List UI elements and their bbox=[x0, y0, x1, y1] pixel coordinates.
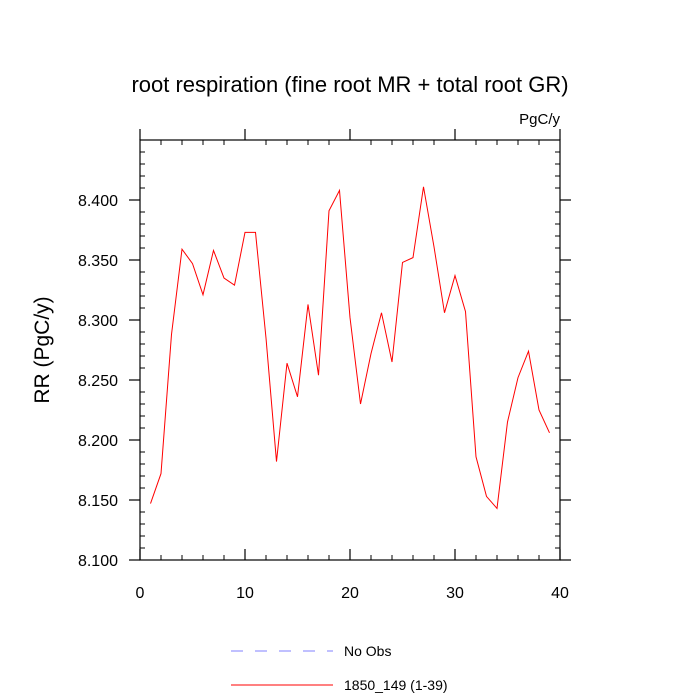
legend: No Obs 1850_149 (1-39) bbox=[231, 643, 448, 693]
y-tick-label: 8.150 bbox=[78, 493, 118, 510]
y-tick-label: 8.400 bbox=[78, 193, 118, 210]
x-tick-label: 30 bbox=[446, 585, 464, 602]
x-tick-label: 40 bbox=[551, 585, 569, 602]
series-line bbox=[150, 186, 550, 510]
x-tick-label: 20 bbox=[341, 585, 359, 602]
y-tick-label: 8.300 bbox=[78, 313, 118, 330]
x-tick-label: 10 bbox=[236, 585, 254, 602]
minor-ticks bbox=[140, 139, 560, 560]
legend-label: No Obs bbox=[344, 643, 391, 659]
plot-frame bbox=[139, 139, 561, 561]
y-tick-label: 8.100 bbox=[78, 553, 118, 570]
y-tick-label: 8.250 bbox=[78, 373, 118, 390]
x-axis-ticks: 0 10 20 30 40 bbox=[136, 129, 569, 602]
units-label: PgC/y bbox=[519, 111, 560, 128]
series-layer bbox=[150, 186, 550, 510]
chart-title: root respiration (fine root MR + total r… bbox=[131, 72, 568, 97]
y-tick-label: 8.200 bbox=[78, 433, 118, 450]
y-tick-label: 8.350 bbox=[78, 253, 118, 270]
legend-label: 1850_149 (1-39) bbox=[344, 677, 448, 693]
y-axis-ticks: 8.100 8.150 8.200 8.250 8.300 8.350 8.400 bbox=[78, 193, 571, 570]
y-axis-label: RR (PgC/y) bbox=[31, 296, 54, 403]
x-tick-label: 0 bbox=[136, 585, 145, 602]
